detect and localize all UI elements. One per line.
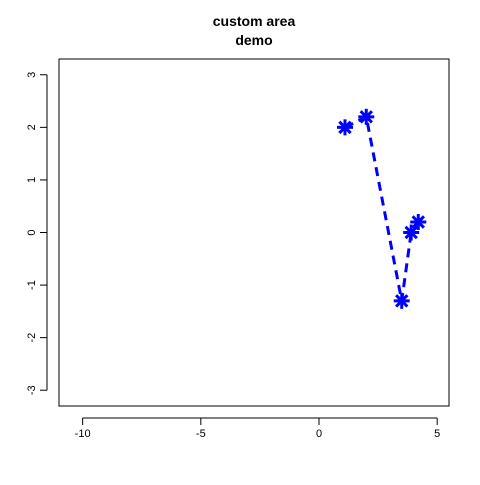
data-series (337, 108, 427, 309)
series-line (344, 114, 420, 302)
y-tick-label: 2 (26, 124, 38, 130)
plot-frame (58, 58, 450, 407)
y-tick-label: -3 (26, 385, 38, 395)
y-tick-label: -1 (26, 280, 38, 290)
y-tick-label: 1 (26, 177, 38, 183)
data-point-marker (337, 119, 353, 136)
x-tick-label: -10 (75, 428, 91, 440)
asterisk-stroke (359, 110, 373, 124)
chart-title-line-1: custom area (213, 13, 296, 29)
asterisk-stroke (338, 120, 352, 135)
data-point-marker (410, 213, 427, 230)
y-axis: -3 -2 -1 0 1 2 3 (26, 72, 48, 395)
x-tick-label: 0 (316, 428, 322, 440)
asterisk-stroke (411, 215, 425, 229)
y-tick-label: 0 (26, 229, 38, 235)
y-tick-label: -2 (26, 333, 38, 343)
x-axis: -10 -5 0 5 (75, 417, 440, 440)
asterisk-stroke (395, 294, 409, 308)
data-point-marker (358, 108, 375, 125)
y-tick-label: 3 (26, 72, 38, 78)
chart-title-line-2: demo (235, 32, 272, 48)
data-point-marker (393, 292, 410, 309)
chart-title: custom area demo (213, 13, 296, 48)
x-tick-label: -5 (196, 428, 206, 440)
data-point-marker (403, 224, 420, 241)
x-tick-label: 5 (434, 428, 440, 440)
asterisk-stroke (404, 225, 418, 240)
